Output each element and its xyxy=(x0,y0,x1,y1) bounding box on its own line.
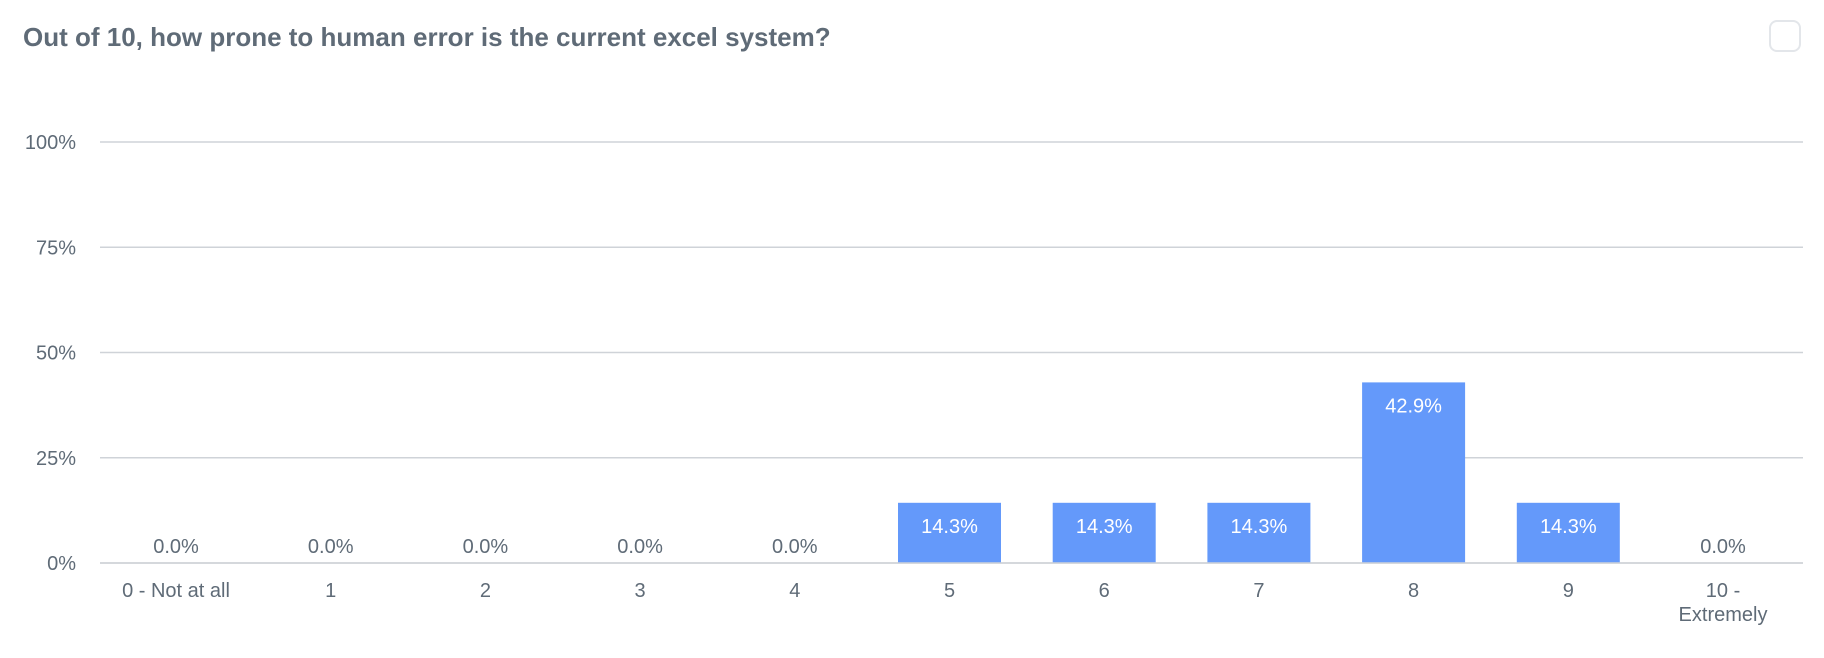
data-label: 0.0% xyxy=(463,536,509,558)
data-label: 0.0% xyxy=(1700,536,1746,558)
data-label: 0.0% xyxy=(308,536,354,558)
x-tick-label: 5 xyxy=(944,580,955,602)
x-tick-label: 7 xyxy=(1253,580,1264,602)
x-tick-label: 9 xyxy=(1563,580,1574,602)
bar[interactable] xyxy=(898,502,1001,563)
y-tick-label: 100% xyxy=(25,132,76,154)
data-label: 14.3% xyxy=(1076,516,1133,538)
y-tick-label: 50% xyxy=(36,343,76,365)
bar[interactable] xyxy=(1207,502,1311,563)
x-tick-label: 0 - Not at all xyxy=(122,580,230,602)
x-tick-label: 2 xyxy=(480,580,491,602)
data-label: 0.0% xyxy=(153,536,199,558)
data-label: 42.9% xyxy=(1385,395,1442,417)
data-label: 14.3% xyxy=(1540,516,1597,538)
x-tick-label: 10 -Extremely xyxy=(1679,580,1768,626)
data-label: 0.0% xyxy=(772,536,818,558)
y-tick-label: 0% xyxy=(47,553,76,575)
data-label: 14.3% xyxy=(1231,516,1288,538)
x-tick-label: 1 xyxy=(325,580,336,602)
chart-title: Out of 10, how prone to human error is t… xyxy=(23,22,831,52)
x-tick-label: 4 xyxy=(789,580,800,602)
x-tick-label: 6 xyxy=(1099,580,1110,602)
y-tick-label: 25% xyxy=(36,448,76,470)
data-label: 14.3% xyxy=(921,516,978,538)
x-tick-label: 3 xyxy=(635,580,646,602)
data-label: 0.0% xyxy=(617,536,663,558)
bar[interactable] xyxy=(1516,502,1620,563)
select-checkbox[interactable] xyxy=(1769,20,1801,52)
y-tick-label: 75% xyxy=(36,237,76,259)
bar[interactable] xyxy=(1052,502,1156,563)
bar[interactable] xyxy=(1362,382,1466,563)
x-tick-label: 8 xyxy=(1408,580,1419,602)
